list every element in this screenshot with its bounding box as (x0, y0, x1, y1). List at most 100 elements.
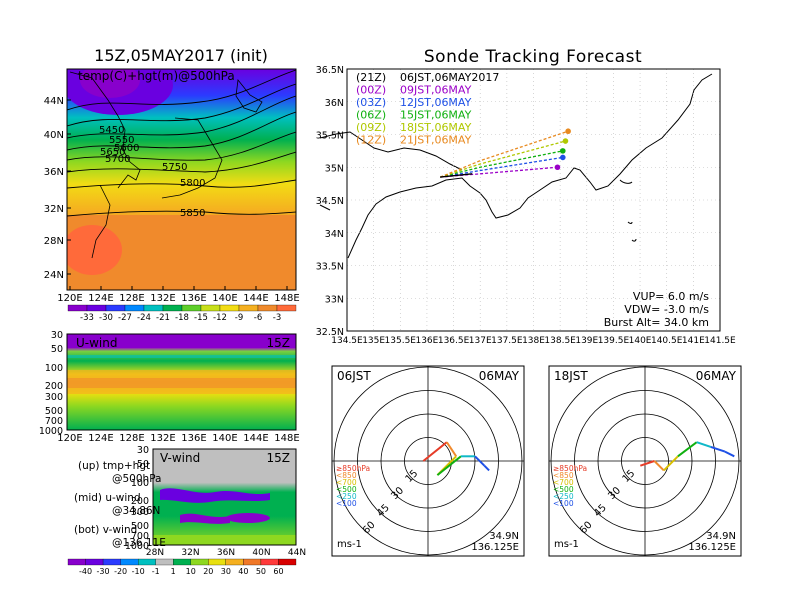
pressure-tick-label: 300 (131, 507, 149, 518)
colorbar-cell (67, 304, 88, 312)
uwind-section (67, 334, 296, 430)
colorbar-tick-label: 50 (256, 567, 266, 576)
colorbar-tick-label: 30 (221, 567, 231, 576)
colorbar-cell (67, 558, 86, 566)
lon-tick-label: 138.5E (544, 336, 576, 346)
left-panel-title: 15Z,05MAY2017 (init) (94, 46, 268, 65)
hodograph-ring (550, 366, 740, 556)
desc-bot-1: (bot) v-wind (74, 524, 137, 536)
pressure-tick-label: 300 (45, 392, 63, 403)
tracking-title: Sonde Tracking Forecast (424, 47, 642, 67)
colorbar-cell (173, 558, 191, 566)
uwind-lon-axis: 120E 124E 128E 132E 136E 140E 144E 148E (57, 433, 299, 444)
colorbar-tick-label: -21 (156, 313, 170, 323)
lon-tick-label: 124E (88, 433, 113, 444)
lat-tick-label: 24N (44, 270, 64, 281)
colorbar-cell (276, 304, 297, 312)
desc-up-1: (up) tmp+hgt (78, 460, 150, 472)
pressure-tick-label: 50 (51, 344, 63, 355)
colorbar-tick-label: -30 (99, 313, 113, 323)
colorbar-cell (86, 304, 107, 312)
contour-label: 5600 (114, 143, 139, 154)
lon-tick-label: 148E (274, 293, 299, 304)
left-lon-axis: 120E 124E 128E 132E 136E 140E 144E 148E (57, 286, 300, 304)
hodograph-segment (724, 450, 735, 458)
hodograph-ring (357, 390, 499, 532)
hodograph-unit: ms-1 (337, 539, 362, 550)
legend-code: (09Z) (356, 121, 386, 134)
hodograph-level-label: <850 (553, 471, 574, 480)
hodograph-unit: ms-1 (554, 539, 579, 550)
desc-up-2: @500hPa (112, 473, 162, 485)
legend-time: 12JST,06MAY (400, 96, 472, 109)
lon-tick-label: 135E (362, 336, 385, 346)
legend-code: (00Z) (356, 84, 386, 97)
lat-tick-label: 36N (217, 548, 235, 558)
colorbar-tick-label: -6 (254, 313, 262, 323)
legend-code: (03Z) (356, 96, 386, 109)
hodograph-level-label: <100 (336, 499, 357, 508)
lat-tick-label: 32N (181, 548, 199, 558)
colorbar-tick-label: -27 (118, 313, 132, 323)
lon-tick-label: 132E (150, 433, 175, 444)
lat-tick-label: 28N (146, 548, 164, 558)
lon-tick-label: 132E (150, 293, 175, 304)
hodograph-segment (710, 445, 726, 453)
lat-tick-label: 44N (288, 548, 306, 558)
lat-tick-label: 36.5N (316, 65, 344, 76)
launch-track (440, 173, 473, 178)
lat-tick-label: 34.5N (316, 196, 344, 207)
landing-point (562, 138, 569, 144)
legend-code: (06Z) (356, 109, 386, 122)
hodograph-level-label: <250 (553, 492, 574, 501)
colorbar-cell (278, 558, 297, 566)
pressure-tick-label: 200 (45, 381, 63, 392)
hodograph-lon: 136.125E (471, 542, 519, 553)
contour-label: 5700 (105, 154, 130, 165)
uwind-label: U-wind (76, 336, 117, 350)
pressure-tick-label: 1000 (125, 541, 149, 552)
legend-time: 15JST,06MAY (400, 109, 472, 122)
pressure-tick-label: 1000 (39, 426, 63, 437)
param-burst: Burst Alt= 34.0 km (604, 316, 709, 329)
tracking-coastline (319, 73, 713, 259)
hodograph-date: 06MAY (696, 369, 737, 383)
pressure-tick-label: 30 (51, 330, 63, 341)
hodograph-level-label: <700 (553, 478, 574, 487)
lon-tick-label: 120E (57, 293, 82, 304)
colorbar-tick-label: 60 (273, 567, 283, 576)
pressure-tick-label: 100 (45, 363, 63, 374)
lon-tick-label: 135.5E (385, 336, 417, 346)
lon-tick-label: 134.5E (331, 336, 363, 346)
hodograph-ring (380, 413, 476, 509)
colorbar-tick-label: -12 (213, 313, 227, 323)
left-map-frame (66, 68, 297, 291)
lon-tick-label: 141E (682, 336, 705, 346)
colorbar-tick-label: -20 (114, 567, 127, 576)
landing-point (565, 128, 571, 135)
contour-label: 5800 (180, 178, 205, 189)
lon-tick-label: 124E (88, 293, 113, 304)
lat-tick-label: 40N (252, 548, 270, 558)
colorbar-tick-label: 1 (171, 567, 176, 576)
uwind-frame (66, 333, 297, 431)
colorbar-tick-label: -15 (194, 313, 208, 323)
legend-code: (21Z) (356, 71, 386, 84)
colorbar-cell (257, 304, 278, 312)
colorbar-cell (190, 558, 209, 566)
colorbar-tick-label: -33 (80, 313, 94, 323)
left-lat-axis: 44N 40N 36N 32N 28N 24N (44, 96, 71, 281)
lat-tick-label: 33.5N (316, 262, 344, 273)
colorbar-cell (85, 558, 104, 566)
lon-tick-label: 136E (181, 293, 206, 304)
colorbar-tick-label: 40 (238, 567, 248, 576)
hodograph-level-label: ≥850hPa (553, 464, 587, 473)
lat-tick-label: 40N (44, 130, 64, 141)
hodograph-segment (445, 441, 458, 457)
lon-tick-label: 148E (274, 433, 299, 444)
lon-tick-label: 128E (119, 293, 144, 304)
trajectory-line (440, 156, 563, 178)
